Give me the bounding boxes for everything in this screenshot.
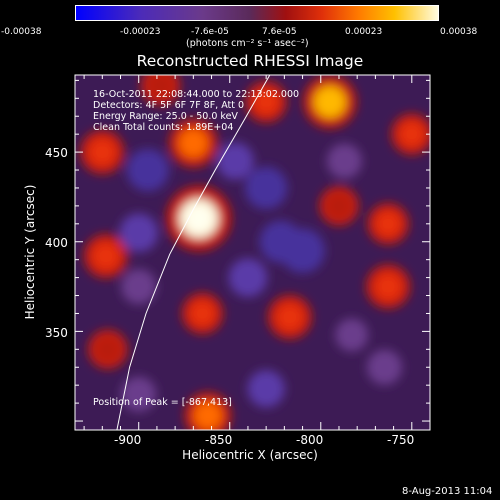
clean-counts-text: Clean Total counts: 1.89E+04 <box>93 122 234 133</box>
plot-title: Reconstructed RHESSI Image <box>136 52 364 70</box>
heatmap-source-core <box>89 138 116 166</box>
heatmap-source <box>119 213 159 253</box>
heatmap-source-core <box>327 194 351 218</box>
heatmap-source-core <box>374 273 402 300</box>
heatmap-source <box>366 349 403 385</box>
axis-ticks <box>75 75 431 430</box>
plot-frame <box>74 74 431 431</box>
heatmap-source-core <box>178 128 208 158</box>
heatmap-source-core <box>253 89 279 115</box>
y-tick-label: 450 <box>45 146 68 160</box>
heatmap-source-core <box>193 401 222 430</box>
heatmap-source <box>335 318 369 352</box>
time-range-text: 16-Oct-2011 22:08:44.000 to 22:13:02.000 <box>93 89 300 100</box>
x-axis-label: Heliocentric X (arcsec) <box>182 448 318 462</box>
footer-date: 8-Aug-2013 11:04 <box>402 486 493 497</box>
heatmap-peak <box>187 206 211 231</box>
x-tick-label: -800 <box>296 433 324 447</box>
y-tick-label: 350 <box>45 326 68 340</box>
heatmap-source-core <box>276 303 303 331</box>
heatmap-source-core <box>148 75 173 98</box>
energy-range-text: Energy Range: 25.0 - 50.0 keV <box>93 111 238 122</box>
heatmap-source <box>126 148 170 192</box>
x-tick-label: -900 <box>114 433 142 447</box>
heatmap-source-core <box>190 301 215 326</box>
heatmap-source <box>121 376 157 412</box>
x-tick-label: -750 <box>387 433 415 447</box>
heatmap-source <box>244 166 288 210</box>
heatmap-source <box>216 142 254 180</box>
limb-layer <box>116 75 271 430</box>
x-tick-label: -850 <box>205 433 233 447</box>
heatmap-source <box>228 258 268 297</box>
colorbar-tick-label: -7.6e-05 <box>191 27 229 37</box>
solar-limb-line <box>116 75 271 430</box>
colorbar-tick-label: -0.00023 <box>120 27 161 37</box>
heatmap-source <box>326 143 362 179</box>
heatmap-source-core <box>96 337 120 362</box>
heatmap-source-core <box>399 121 425 147</box>
heatmap-source-core <box>92 242 120 270</box>
heatmap-source <box>280 228 325 274</box>
heatmap <box>75 75 430 430</box>
heatmap-sources <box>80 75 430 430</box>
colorbar-tick-label: 0.00023 <box>345 27 383 37</box>
colorbar <box>75 5 439 21</box>
y-axis-label: Heliocentric Y (arcsec) <box>23 184 37 320</box>
peak-position-text: Position of Peak = [-867,413] <box>93 397 232 408</box>
colorbar-tick-label: -0.00038 <box>1 27 42 37</box>
colorbar-tick-label: 0.00038 <box>440 27 478 37</box>
colorbar-unit-label: (photons cm⁻² s⁻¹ asec⁻²) <box>186 38 309 49</box>
heatmap-source <box>247 370 285 408</box>
heatmap-source-core <box>313 85 346 118</box>
detectors-text: Detectors: 4F 5F 6F 7F 8F, Att 0 <box>93 100 245 111</box>
heatmap-source-core <box>375 211 401 237</box>
colorbar-tick-label: 7.6e-05 <box>262 27 297 37</box>
y-tick-label: 400 <box>45 236 68 250</box>
heatmap-source <box>121 269 157 305</box>
